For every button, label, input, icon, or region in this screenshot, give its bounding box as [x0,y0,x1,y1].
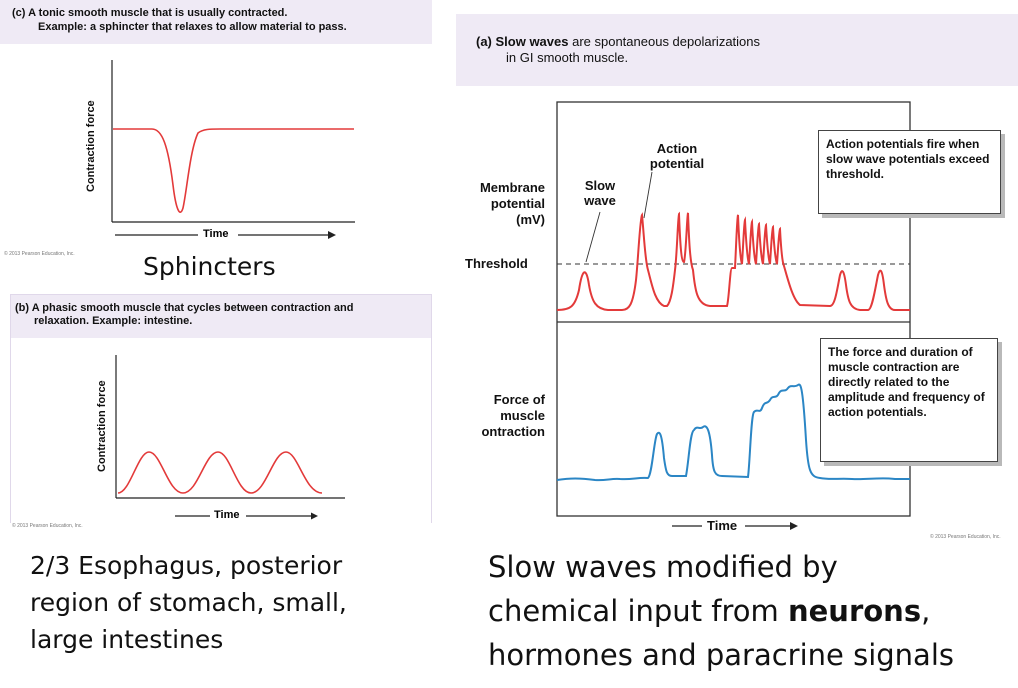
panel-b-copyright: © 2013 Pearson Education, Inc. [12,523,83,529]
muscle-force-trace [556,383,910,482]
force-duration-callout: The force and duration of muscle contrac… [820,338,998,462]
panel-b-graph [115,355,345,520]
summary-line-1: Slow waves modified by [488,550,838,584]
panel-c-x-axis-label: Time [203,228,229,240]
force-of-contraction-label: Force of muscle ontraction [481,392,545,439]
membrane-potential-label: Membrane potential (mV) [479,180,545,227]
panel-c-label: Sphincters [143,252,276,281]
panel-c-contraction-curve [113,128,354,213]
panel-c-copyright: © 2013 Pearson Education, Inc. [4,251,75,257]
panel-c-header [0,0,432,44]
slow-wave-label: Slow wave [584,178,616,208]
panel-a-caption-bold: (a) Slow waves [476,34,569,49]
panel-a-copyright: © 2013 Pearson Education, Inc. [930,534,1001,540]
panel-c-caption-1: (c) A tonic smooth muscle that is usuall… [12,7,288,19]
panel-b-caption-1: (b) A phasic smooth muscle that cycles b… [15,302,354,314]
panel-b-contraction-curve [117,451,323,494]
panel-b-border [10,294,432,523]
panel-b-x-axis-label: Time [214,509,240,521]
panel-a-x-axis-label: Time [707,518,738,533]
summary-line-2: chemical input from neurons, [488,594,931,628]
action-potential-callout: Action potentials fire when slow wave po… [818,130,1001,214]
panel-a-caption-line2: in GI smooth muscle. [506,50,629,65]
panel-a-caption: (a) Slow waves are spontaneous depolariz… [476,34,760,66]
panel-a-header [456,14,1018,86]
summary-line-3: hormones and paracrine signals [488,638,954,672]
panel-b-header [10,294,432,338]
action-potential-label: Action potential [649,141,705,171]
panel-b-caption-2: relaxation. Example: intestine. [34,315,193,327]
panel-a-caption-rest: are spontaneous depolarizations [568,34,761,49]
threshold-label: Threshold [465,256,528,271]
panel-a-graph [556,101,911,530]
panel-c-caption-2: Example: a sphincter that relaxes to all… [38,21,347,33]
neurons-emphasis: neurons [787,594,922,628]
slow-waves-summary: Slow waves modified by chemical input fr… [488,545,1013,677]
panel-c-graph [111,60,355,239]
panel-b-label: 2/3 Esophagus, posterior region of stoma… [30,551,347,654]
membrane-potential-trace [556,211,910,311]
